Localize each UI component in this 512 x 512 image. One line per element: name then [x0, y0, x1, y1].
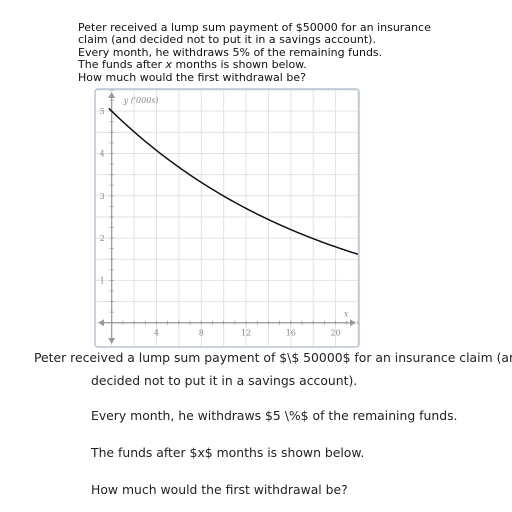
axes: [98, 89, 359, 344]
y-tick-label: 2: [100, 234, 105, 243]
problem-line-5: How much would the first withdrawal be?: [78, 70, 306, 84]
x-axis-arrow-right: [350, 319, 356, 327]
problem-line-3: Every month, he withdraws 5% of the rema…: [78, 45, 383, 59]
problem-bottom-line-4: The funds after $x$ months is shown belo…: [91, 445, 365, 460]
problem-bottom-line-5: How much would the first withdrawal be?: [91, 482, 348, 497]
y-axis-arrow-down: [108, 338, 116, 344]
problem-line-1: Peter received a lump sum payment of $50…: [78, 21, 431, 34]
x-tick-label: 16: [286, 329, 296, 338]
x-tick-label: 4: [154, 329, 159, 338]
x-tick-label: 8: [199, 329, 204, 338]
problem-bottom-line-3: Every month, he withdraws $5 \%$ of the …: [91, 408, 458, 423]
problem-bottom-line-1: Peter received a lump sum payment of $\$…: [34, 350, 512, 365]
funds-graph: 4 8 12 16 20 1 2 3 4 5 y ('000s) x: [94, 88, 360, 348]
problem-line-4-var: x: [165, 58, 173, 72]
problem-line-2: claim (and decided not to put it in a sa…: [78, 33, 376, 47]
problem-statement-top: Peter received a lump sum payment of $50…: [78, 21, 478, 84]
y-tick-label: 5: [100, 107, 105, 116]
curve-layer: [108, 107, 359, 255]
x-tick-label: 20: [331, 329, 341, 338]
x-tick-label: 12: [241, 329, 251, 338]
y-axis-arrow-up: [108, 92, 116, 98]
problem-line-4-suffix: months is shown below.: [172, 58, 307, 72]
y-tick-label: 3: [100, 192, 105, 201]
series-curve: [108, 107, 359, 255]
problem-bottom-line-2: decided not to put it in a savings accou…: [91, 373, 358, 388]
problem-line-4: The funds after x months is shown below.: [78, 59, 478, 71]
problem-line-4-prefix: The funds after: [78, 58, 166, 72]
y-tick-label: 1: [100, 276, 105, 285]
x-axis-label: x: [344, 310, 349, 319]
x-axis-arrow-left: [98, 319, 104, 327]
graph-frame: [94, 88, 360, 348]
y-tick-label: 4: [100, 149, 105, 158]
grid-lines: [96, 89, 359, 346]
y-axis-label: y ('000s): [123, 96, 159, 105]
